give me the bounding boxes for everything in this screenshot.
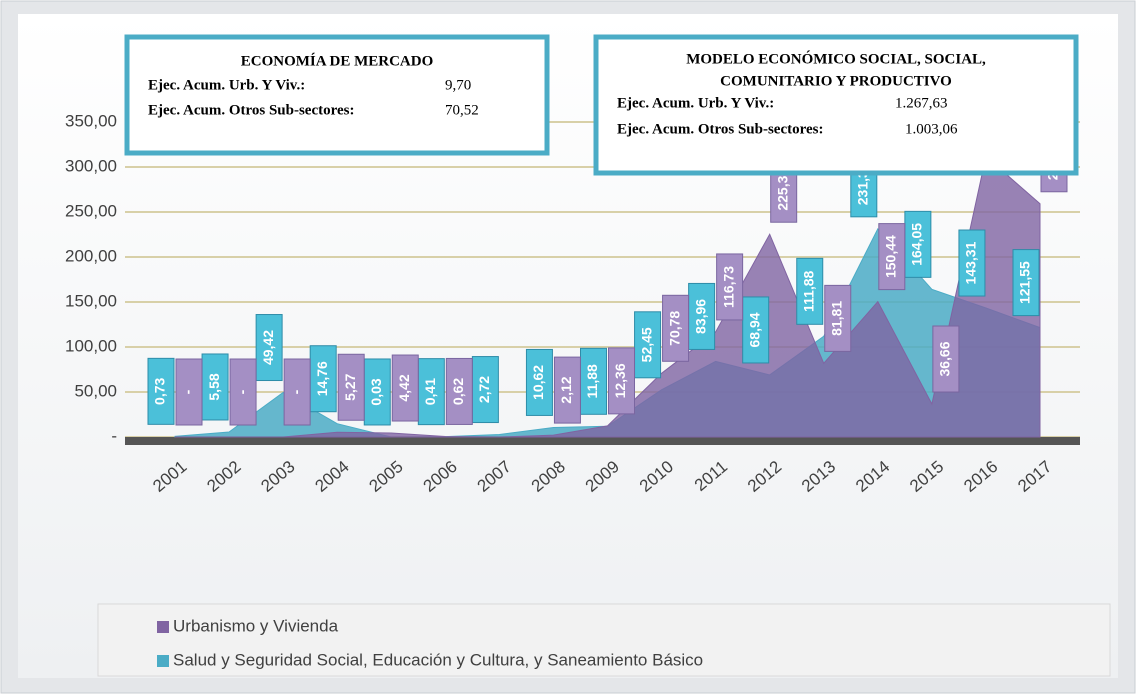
y-tick-label: 200,00 xyxy=(65,246,117,265)
data-label: 225,30 xyxy=(774,168,790,211)
data-label-box xyxy=(229,358,257,426)
annotation-label: Ejec. Acum. Urb. Y Viv.: xyxy=(617,95,774,111)
data-label-box xyxy=(525,348,553,416)
annotation-2: MODELO ECONÓMICO SOCIAL, SOCIAL, COMUNIT… xyxy=(593,34,1079,176)
annotation-label: Ejec. Acum. Otros Sub-sectores: xyxy=(148,102,355,118)
data-label: 121,55 xyxy=(1017,261,1033,304)
legend-swatch xyxy=(157,621,169,633)
data-label: 49,42 xyxy=(260,330,276,365)
data-label: 5,58 xyxy=(206,373,222,400)
data-label: 4,42 xyxy=(396,374,412,401)
annotation-title: MODELO ECONÓMICO SOCIAL, SOCIAL, xyxy=(686,50,986,67)
annotation-value: 1.003,06 xyxy=(905,121,958,137)
data-label: - xyxy=(180,389,196,394)
legend-label: Salud y Seguridad Social, Educación y Cu… xyxy=(173,650,703,669)
data-label: - xyxy=(288,389,304,394)
data-label: 0,41 xyxy=(422,378,438,405)
data-label: 81,81 xyxy=(828,301,844,336)
y-tick-label: 150,00 xyxy=(65,291,117,310)
legend-label: Urbanismo y Vivienda xyxy=(173,616,339,635)
data-label: 111,88 xyxy=(800,270,816,311)
data-label-box xyxy=(932,325,960,393)
annotation-label: Ejec. Acum. Urb. Y Viv.: xyxy=(148,77,305,93)
y-tick-label: - xyxy=(111,426,117,445)
data-label-box xyxy=(958,229,986,297)
data-label-box xyxy=(391,354,419,422)
data-label-box xyxy=(445,357,473,425)
data-label: - xyxy=(234,389,250,394)
data-label: 10,62 xyxy=(530,365,546,400)
floor xyxy=(125,437,1080,445)
data-label-box xyxy=(553,356,581,424)
data-label: 2,72 xyxy=(476,376,492,403)
annotation-value: 1.267,63 xyxy=(895,95,948,111)
data-label: 116,73 xyxy=(720,266,736,308)
data-label-box xyxy=(824,284,852,352)
data-label-box xyxy=(608,347,635,415)
data-label: 68,94 xyxy=(746,312,762,347)
data-label-box xyxy=(716,253,744,321)
data-label: 83,96 xyxy=(692,299,708,334)
data-label: 150,44 xyxy=(883,235,899,278)
data-label-box xyxy=(742,296,770,364)
y-tick-label: 100,00 xyxy=(65,336,117,355)
data-label: 5,27 xyxy=(342,373,358,400)
data-label: 52,45 xyxy=(638,327,654,362)
data-label-box xyxy=(580,347,607,415)
data-label-box xyxy=(337,353,365,421)
annotation-value: 9,70 xyxy=(445,77,471,93)
data-label-box xyxy=(417,358,445,426)
data-label-box xyxy=(283,358,311,426)
data-label-box xyxy=(662,294,690,362)
annotation-1: ECONOMÍA DE MERCADO Ejec. Acum. Urb. Y V… xyxy=(124,34,550,156)
y-tick-label: 350,00 xyxy=(65,111,117,130)
y-tick-label: 50,00 xyxy=(74,381,117,400)
data-label-box xyxy=(309,345,337,413)
data-label: 164,05 xyxy=(909,223,925,266)
data-label: 0,62 xyxy=(450,378,466,405)
annotation-value: 70,52 xyxy=(445,102,479,118)
data-label: 70,78 xyxy=(666,311,682,346)
data-label-box xyxy=(1012,249,1040,317)
y-tick-label: 250,00 xyxy=(65,201,117,220)
annotation-label: Ejec. Acum. Otros Sub-sectores: xyxy=(617,121,824,137)
data-label-box xyxy=(796,257,824,325)
data-label-box xyxy=(878,223,906,291)
y-tick-label: 300,00 xyxy=(65,156,117,175)
data-label: 12,36 xyxy=(612,363,628,398)
data-label-box xyxy=(688,282,716,350)
annotation-title: COMUNITARIO Y PRODUCTIVO xyxy=(720,73,952,89)
data-label-box xyxy=(201,353,229,421)
data-label-box xyxy=(363,358,391,426)
data-label-box xyxy=(147,357,175,425)
data-label-box xyxy=(634,311,662,379)
annotation-title: ECONOMÍA DE MERCADO xyxy=(241,52,434,69)
data-label-box xyxy=(175,358,203,426)
data-label: 2,12 xyxy=(558,376,574,403)
data-label: 143,31 xyxy=(963,241,979,284)
data-label: 0,03 xyxy=(368,378,384,405)
data-label: 0,73 xyxy=(152,378,168,405)
legend-swatch xyxy=(157,655,169,667)
data-label: 11,88 xyxy=(584,364,600,398)
data-label-box xyxy=(255,314,283,382)
legend-box xyxy=(97,603,1111,677)
data-label: 14,76 xyxy=(314,361,330,396)
data-label: 36,66 xyxy=(937,341,953,376)
